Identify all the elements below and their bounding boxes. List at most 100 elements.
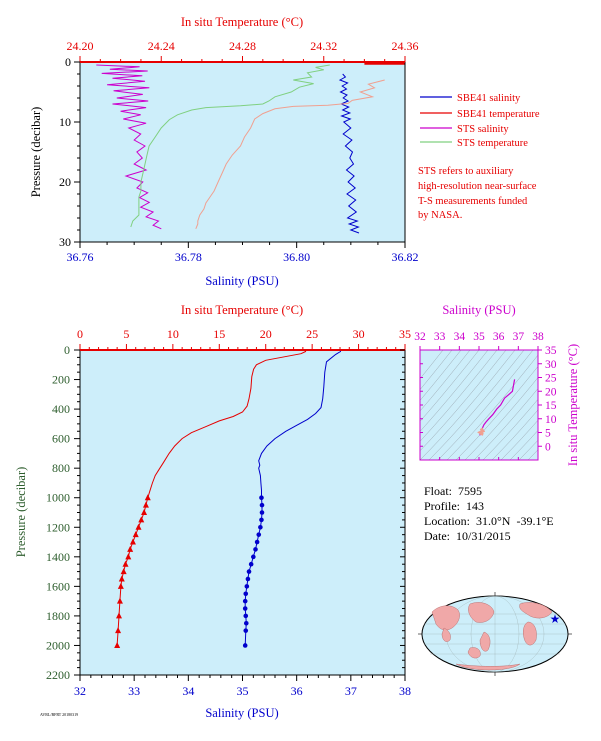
bottom-salinity-marker (253, 547, 258, 552)
ts-density-contour (420, 350, 498, 442)
top-ticks-group: 36.76 36.78 36.80 36.82 24.20 24.24 24.28 24.32… (59, 39, 419, 264)
bottom-salinity-tick-label: 35 (237, 684, 249, 698)
bottom-pressure-tick-label: 200 (52, 373, 70, 387)
ts-density-contour (482, 398, 538, 460)
top-series-line (96, 64, 162, 230)
bottom-temperature-marker (118, 575, 125, 582)
ts-density-contour (491, 409, 538, 460)
bottom-pressure-tick-label: 1600 (46, 579, 70, 593)
bottom-pressure-tick-label: 1000 (46, 491, 70, 505)
bottom-salinity-marker (243, 628, 249, 633)
float-info: Float: 7595 Profile: 143 Location: 31.0°… (424, 484, 554, 544)
ts-salinity-tick-label: 34 (454, 331, 466, 343)
top-plot-area (80, 62, 405, 242)
bottom-salinity-axis-title: Salinity (PSU) (205, 706, 278, 720)
ts-temperature-axis-title: In situ Temperature (°C) (566, 344, 580, 466)
top-series-line (338, 73, 360, 234)
bottom-salinity-tick-label: 34 (182, 684, 194, 698)
footer-tag: AVRL/BFRT 20180319 (40, 712, 79, 717)
bottom-salinity-marker (243, 620, 249, 626)
bottom-salinity-marker (251, 554, 256, 560)
bottom-salinity-marker (242, 643, 248, 648)
bottom-temperature-tick-label: 5 (123, 327, 129, 341)
bottom-pressure-tick-label: 0 (64, 343, 70, 357)
ts-salinity-tick-label: 37 (513, 331, 525, 343)
bottom-temperature-marker (122, 560, 129, 567)
bottom-temperature-marker (132, 531, 139, 538)
ts-temperature-tick-label: 15 (545, 400, 557, 412)
ts-temperature-tick-label: 25 (545, 373, 557, 385)
bottom-temperature-marker (117, 582, 124, 589)
bottom-ticks-group: 32 33 34 35 36 37 38 0 5 10 15 20 25 30 35 0 200 400 600 80… (46, 327, 411, 698)
legend-label-sbe-salinity: SBE41 salinity (457, 93, 521, 104)
bottom-temperature-tick-label: 20 (260, 327, 272, 341)
bottom-pressure-tick-label: 2200 (46, 668, 70, 682)
ts-density-contour (446, 354, 538, 460)
top-note: STS refers to auxiliary high-resolution … (418, 166, 537, 221)
top-series-line (195, 79, 385, 229)
map-land (431, 602, 553, 671)
bottom-salinity-marker (242, 606, 248, 611)
legend-label-sbe-temperature: SBE41 temperature (457, 109, 540, 120)
bottom-salinity-marker (259, 510, 265, 515)
ts-density-contour (500, 419, 538, 460)
top-temperature-tick-label: 24.36 (392, 39, 419, 53)
note-line-4: by NASA. (418, 210, 462, 221)
top-salinity-tick-label: 36.76 (67, 250, 94, 264)
bottom-pressure-tick-label: 1200 (46, 520, 70, 534)
bottom-salinity-marker (243, 591, 249, 597)
top-pressure-tick-label: 0 (65, 55, 71, 69)
bottom-pressure-tick-label: 1400 (46, 550, 70, 564)
bottom-salinity-tick-label: 32 (74, 684, 86, 698)
bottom-temperature-marker (125, 553, 132, 560)
legend-label-sts-temperature: STS temperature (457, 138, 528, 149)
top-legend: SBE41 salinity SBE41 temperature STS sal… (420, 93, 540, 149)
top-series-group (96, 62, 405, 234)
bottom-pressure-axis-title: Pressure (decibar) (14, 467, 28, 558)
location: Location: 31.0°N -39.1°E (424, 514, 554, 528)
bottom-pressure-tick-label: 400 (52, 402, 70, 416)
ts-salinity-tick-label: 38 (532, 331, 544, 343)
top-salinity-tick-label: 36.78 (175, 250, 202, 264)
ts-salinity-tick-label: 32 (414, 331, 426, 343)
bottom-temperature-tick-label: 10 (167, 327, 179, 341)
bottom-temperature-marker (127, 545, 134, 552)
bottom-temperature-tick-label: 35 (399, 327, 411, 341)
bottom-salinity-marker (246, 569, 252, 574)
ts-temperature-tick-label: 20 (545, 386, 557, 398)
top-pressure-axis-title: Pressure (decibar) (29, 107, 43, 198)
bottom-temperature-tick-label: 25 (306, 327, 318, 341)
bottom-temperature-marker (144, 494, 151, 501)
float-id: Float: 7595 (424, 484, 483, 498)
top-pressure-tick-label: 20 (59, 175, 71, 189)
world-map: ★ (418, 592, 572, 676)
ts-temperature-tick-label: 35 (545, 345, 557, 357)
bottom-series-group (114, 350, 341, 648)
ts-density-contour (420, 350, 471, 412)
ts-density-contour (509, 429, 538, 460)
ts-salinity-axis-title: Salinity (PSU) (442, 303, 515, 317)
bottom-salinity-marker (244, 584, 250, 589)
bottom-temperature-marker (116, 612, 122, 619)
ts-density-contour (518, 439, 538, 460)
ts-density-contour (420, 350, 453, 391)
bottom-temperature-marker (138, 516, 145, 523)
ts-salinity-tick-label: 33 (434, 331, 446, 343)
ts-density-contour (455, 365, 538, 460)
bottom-pressure-tick-label: 800 (52, 461, 70, 475)
bottom-salinity-marker (245, 576, 251, 582)
bottom-series-line (116, 350, 307, 646)
map-float-marker-dot (553, 617, 557, 621)
ts-density-contour (464, 377, 538, 460)
ts-density-contour (420, 350, 444, 380)
date: Date: 10/31/2015 (424, 529, 511, 543)
ts-salinity-tick-label: 35 (473, 331, 485, 343)
bottom-salinity-marker (254, 539, 260, 545)
bottom-salinity-tick-label: 38 (399, 684, 411, 698)
bottom-temperature-marker (135, 523, 142, 530)
bottom-temperature-marker (116, 597, 123, 604)
legend-label-sts-salinity: STS salinity (457, 124, 509, 135)
